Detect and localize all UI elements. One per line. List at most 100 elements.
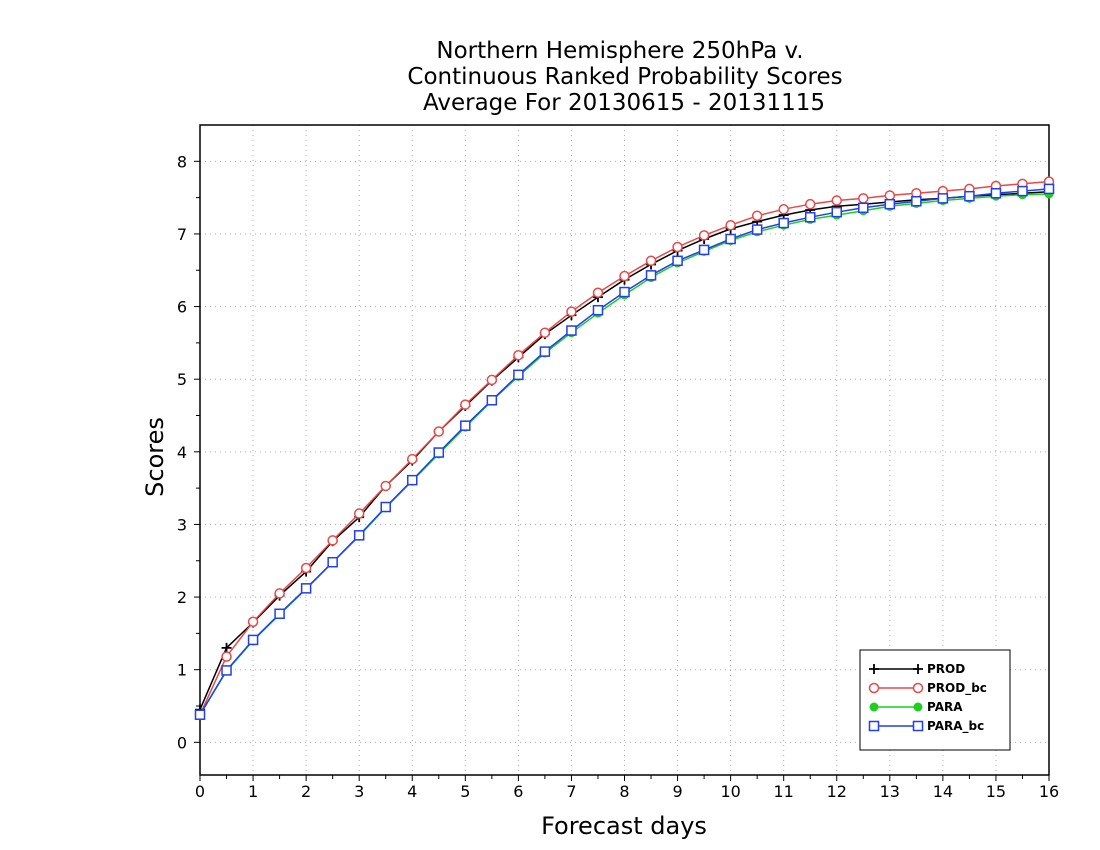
series-para <box>195 189 1054 720</box>
data-point <box>911 196 922 207</box>
x-tick-label: 2 <box>301 782 311 801</box>
data-point <box>327 556 338 568</box>
y-tick-label: 6 <box>177 298 187 317</box>
data-point <box>486 374 498 386</box>
data-point <box>247 616 259 628</box>
data-point <box>513 369 524 381</box>
data-point <box>858 202 869 214</box>
y-axis-label: Scores <box>141 417 169 497</box>
data-point <box>300 562 312 574</box>
data-point <box>327 535 338 546</box>
x-tick-label: 16 <box>1039 782 1059 801</box>
x-tick-label: 5 <box>460 782 470 801</box>
chart-title-line-3: Average For 20130615 - 20131115 <box>423 90 825 116</box>
data-point <box>380 480 391 492</box>
data-point <box>831 195 842 206</box>
data-point <box>407 453 418 465</box>
x-tick-label: 1 <box>248 782 258 801</box>
x-tick-label: 0 <box>195 782 205 801</box>
data-point <box>751 210 763 222</box>
y-tick-label: 3 <box>177 515 187 534</box>
data-point <box>221 665 232 676</box>
legend-marker <box>869 664 879 674</box>
x-tick-label: 10 <box>720 782 740 801</box>
legend-label: PROD <box>927 662 965 676</box>
data-point <box>804 211 816 223</box>
legend-marker <box>868 682 880 694</box>
chart-title: Northern Hemisphere 250hPa v. Continuous… <box>407 38 842 116</box>
data-point <box>486 395 498 406</box>
x-tick-label: 8 <box>619 782 629 801</box>
data-point <box>937 193 949 204</box>
legend-marker <box>869 702 879 712</box>
data-point <box>247 634 259 646</box>
x-tick-label: 14 <box>933 782 953 801</box>
series-line <box>199 180 1050 716</box>
data-point <box>725 219 736 231</box>
data-point <box>645 255 657 267</box>
data-point <box>353 530 365 541</box>
data-point <box>353 508 365 519</box>
chart-title-line-1: Northern Hemisphere 250hPa v. <box>436 38 803 64</box>
data-point <box>194 709 206 720</box>
y-tick-label: 2 <box>177 588 187 607</box>
x-tick-label: 7 <box>566 782 576 801</box>
data-point <box>274 608 285 620</box>
legend-label: PARA_bc <box>927 719 984 734</box>
data-point <box>221 642 232 653</box>
data-point <box>778 203 789 215</box>
data-point <box>831 206 842 218</box>
data-point <box>672 241 683 253</box>
data-point <box>460 399 471 410</box>
legend-marker <box>913 702 923 712</box>
data-point <box>1043 183 1055 195</box>
data-point <box>804 198 816 210</box>
data-point <box>990 188 1002 199</box>
chart-title-line-2: Continuous Ranked Probability Scores <box>407 64 842 90</box>
legend-marker <box>913 664 923 674</box>
x-tick-label: 13 <box>880 782 900 801</box>
data-point <box>672 255 683 267</box>
legend: PROD PROD_bc PARA PARA_bc <box>859 649 1011 751</box>
data-point <box>884 198 896 210</box>
legend-box <box>859 649 1011 751</box>
x-tick-label: 6 <box>513 782 523 801</box>
data-point <box>592 287 604 299</box>
data-point <box>619 270 630 282</box>
data-point <box>751 224 763 235</box>
data-point <box>433 426 445 437</box>
data-point <box>221 651 232 662</box>
data-point <box>645 270 657 281</box>
data-point <box>407 474 418 486</box>
x-axis-label: Forecast days <box>541 812 707 840</box>
data-point <box>539 346 551 357</box>
legend-label: PROD_bc <box>927 681 987 696</box>
y-tick-label: 1 <box>177 661 187 680</box>
data-point <box>380 501 391 513</box>
grid <box>200 125 1049 775</box>
legend-label: PARA <box>927 700 963 714</box>
legend-marker <box>912 720 924 732</box>
x-tick-label: 15 <box>986 782 1006 801</box>
y-tick-label: 4 <box>177 443 187 462</box>
data-point <box>566 306 577 317</box>
data-point <box>619 286 630 298</box>
data-point <box>460 420 471 431</box>
data-point <box>433 447 445 458</box>
series-prod-bc <box>194 176 1055 720</box>
data-point <box>698 244 710 256</box>
data-point <box>964 190 975 202</box>
data-point <box>539 327 551 338</box>
legend-marker <box>912 682 924 694</box>
x-tick-label: 11 <box>774 782 794 801</box>
legend-marker <box>868 720 880 732</box>
data-point <box>513 349 524 361</box>
data-point <box>884 190 896 201</box>
data-point <box>778 217 789 229</box>
x-tick-label: 12 <box>827 782 847 801</box>
x-tick-label: 4 <box>407 782 417 801</box>
data-point <box>698 230 710 241</box>
y-tick-label: 8 <box>177 152 187 171</box>
